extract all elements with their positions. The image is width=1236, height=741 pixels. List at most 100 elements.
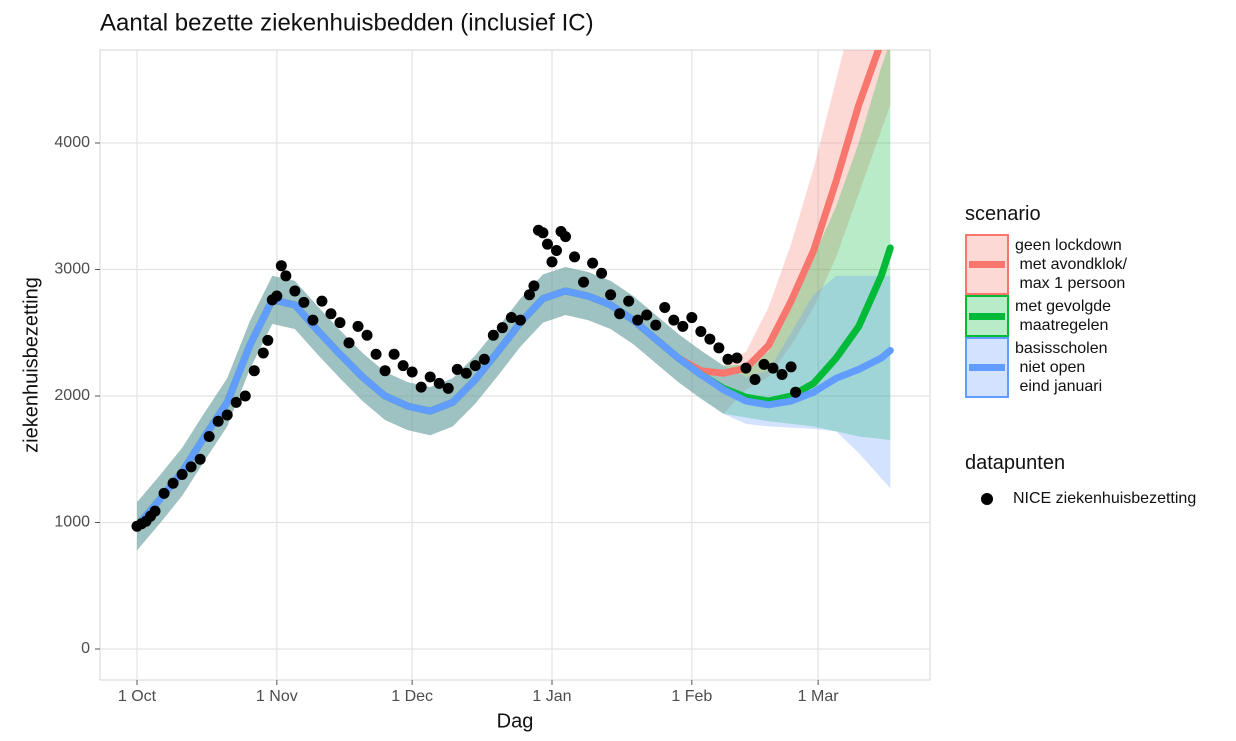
data-point xyxy=(605,289,617,301)
data-point xyxy=(478,353,490,365)
data-point xyxy=(406,366,418,378)
legend: scenario geen lockdown met avondklok/ ma… xyxy=(965,203,1127,398)
legend-label: geen lockdown met avondklok/ max 1 perso… xyxy=(1015,237,1128,292)
data-point xyxy=(230,396,242,408)
data-point xyxy=(451,363,463,375)
data-point xyxy=(257,347,269,359)
data-point xyxy=(424,371,436,383)
legend-line xyxy=(969,312,1005,320)
points-legend: datapunten NICE ziekenhuisbezetting xyxy=(965,452,1196,508)
data-point xyxy=(523,289,535,301)
x-tick-label: 1 Nov xyxy=(256,688,298,705)
data-point xyxy=(704,333,716,345)
legend-title: scenario xyxy=(965,203,1041,225)
legend-dot xyxy=(981,492,993,505)
data-point xyxy=(271,290,283,302)
legend-entry: met gevolgde maatregelen xyxy=(965,295,1127,337)
data-point xyxy=(528,280,540,292)
data-point xyxy=(496,322,508,334)
data-point xyxy=(442,382,454,394)
x-axis-label: Dag xyxy=(497,710,534,732)
data-point xyxy=(221,409,233,421)
data-point xyxy=(541,238,553,250)
data-point xyxy=(307,314,319,326)
data-point xyxy=(650,319,662,331)
legend-entry: basisscholen niet open eind januari xyxy=(965,337,1127,398)
legend-swatch xyxy=(965,234,1009,295)
data-point xyxy=(767,362,779,374)
data-point xyxy=(578,276,590,288)
legend-entry: NICE ziekenhuisbezetting xyxy=(965,489,1196,508)
x-tick-label: 1 Jan xyxy=(532,688,571,705)
data-point xyxy=(388,348,400,360)
data-point xyxy=(370,348,382,360)
data-point xyxy=(352,320,364,332)
data-point xyxy=(776,368,788,380)
data-point xyxy=(212,415,224,427)
chart-title: Aantal bezette ziekenhuisbedden (inclusi… xyxy=(100,9,594,36)
data-point xyxy=(722,353,734,365)
x-tick-label: 1 Feb xyxy=(671,688,712,705)
x-tick-label: 1 Dec xyxy=(391,688,433,705)
data-point xyxy=(596,267,608,279)
data-point xyxy=(514,314,526,326)
data-point xyxy=(158,487,170,499)
data-point xyxy=(298,296,310,308)
points xyxy=(131,224,802,532)
legend-entry: geen lockdown met avondklok/ max 1 perso… xyxy=(965,234,1127,295)
data-point xyxy=(740,362,752,374)
data-point xyxy=(551,245,562,257)
data-point xyxy=(686,312,698,324)
legend-line xyxy=(969,364,1005,371)
data-point xyxy=(316,295,328,307)
data-point xyxy=(623,295,635,307)
legend-label: NICE ziekenhuisbezetting xyxy=(1013,490,1197,507)
data-point xyxy=(280,270,292,282)
axes: 0 1000 2000 3000 4000 1 Oct 1 Nov 1 Dec 1 Jan 1 F… xyxy=(54,134,839,705)
data-point xyxy=(695,325,707,337)
data-point xyxy=(487,329,499,341)
legend-swatch xyxy=(965,295,1009,337)
data-point xyxy=(275,260,287,272)
data-point xyxy=(325,308,337,320)
data-point xyxy=(749,374,761,386)
x-tick-label: 1 Mar xyxy=(798,688,840,705)
data-point xyxy=(713,342,725,354)
y-tick-label: 1000 xyxy=(54,514,90,531)
data-point xyxy=(334,317,346,329)
legend-label: met gevolgde maatregelen xyxy=(1015,298,1112,334)
data-point xyxy=(677,320,689,332)
data-point xyxy=(537,227,549,239)
data-point xyxy=(194,453,206,465)
data-point xyxy=(167,477,179,489)
data-point xyxy=(433,377,445,389)
data-point xyxy=(505,312,517,324)
legend-entries: geen lockdown met avondklok/ max 1 perso… xyxy=(965,234,1127,398)
x-tick-label: 1 Oct xyxy=(118,688,157,705)
data-point xyxy=(641,309,653,321)
data-point xyxy=(185,461,197,473)
data-point xyxy=(379,365,391,377)
data-point xyxy=(397,360,409,372)
data-point xyxy=(289,285,301,297)
y-axis-label: ziekenhuisbezetting xyxy=(20,277,42,453)
data-point xyxy=(460,367,472,379)
data-point xyxy=(239,390,251,402)
data-point xyxy=(790,386,802,398)
data-point xyxy=(569,251,581,263)
data-point xyxy=(149,505,161,517)
y-tick-label: 4000 xyxy=(54,134,90,151)
legend-label: basisscholen niet open eind januari xyxy=(1015,340,1108,395)
legend-line xyxy=(969,261,1005,268)
data-point xyxy=(758,358,770,370)
data-point xyxy=(560,231,572,243)
data-point xyxy=(546,256,558,268)
data-point xyxy=(248,365,260,377)
data-point xyxy=(203,430,215,442)
data-point xyxy=(469,360,481,372)
y-tick-label: 2000 xyxy=(54,387,90,404)
legend-title: datapunten xyxy=(965,452,1066,474)
y-tick-label: 3000 xyxy=(54,261,90,278)
